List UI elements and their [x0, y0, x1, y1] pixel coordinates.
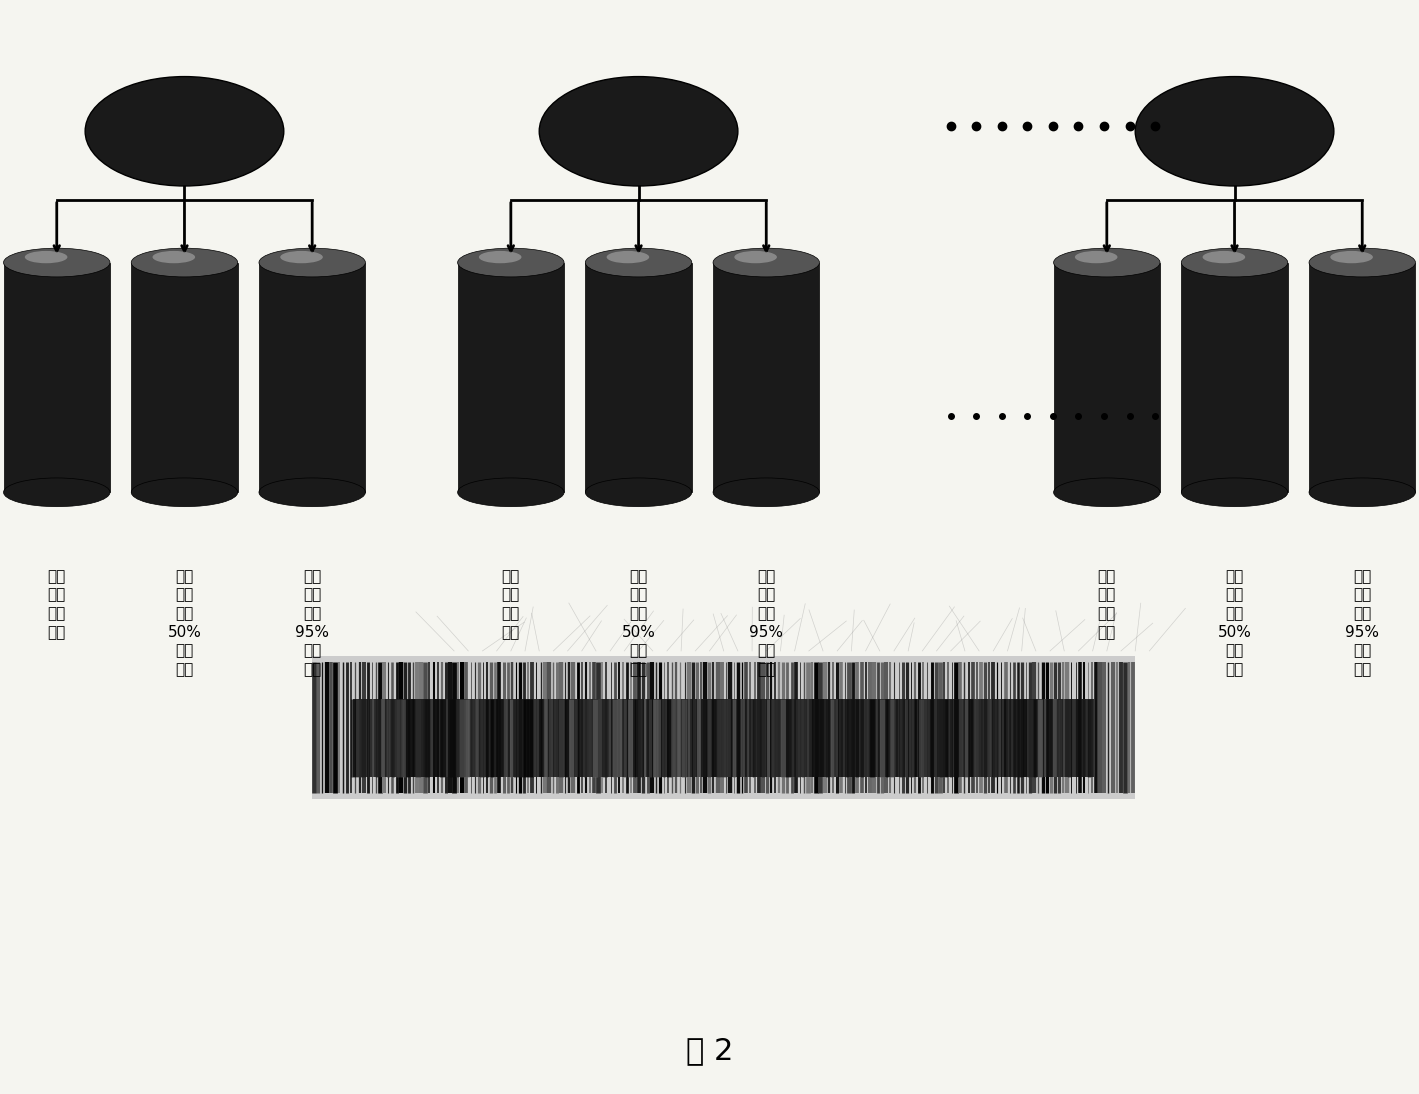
- Bar: [4, 263, 109, 492]
- Text: 图 2: 图 2: [685, 1036, 734, 1064]
- Ellipse shape: [24, 251, 67, 264]
- Bar: [353, 699, 1094, 777]
- Ellipse shape: [1308, 248, 1415, 277]
- Ellipse shape: [1181, 478, 1288, 507]
- Ellipse shape: [152, 251, 194, 264]
- Ellipse shape: [1202, 251, 1246, 264]
- Text: 有机
溶剂
萝取
部分: 有机 溶剂 萝取 部分: [48, 569, 65, 640]
- Bar: [258, 263, 366, 492]
- Text: 水相
大孔
树脂
95%
乙醇
部分: 水相 大孔 树脂 95% 乙醇 部分: [749, 569, 783, 677]
- Bar: [457, 263, 563, 492]
- Text: 水相
大孔
树脂
50%
乙醇
部分: 水相 大孔 树脂 50% 乙醇 部分: [1218, 569, 1252, 677]
- Ellipse shape: [607, 251, 648, 264]
- Ellipse shape: [478, 251, 521, 264]
- Ellipse shape: [1181, 248, 1288, 277]
- Bar: [312, 656, 1135, 799]
- Ellipse shape: [1053, 248, 1161, 277]
- Ellipse shape: [1308, 478, 1415, 507]
- Ellipse shape: [280, 251, 324, 264]
- Bar: [131, 263, 237, 492]
- Text: 有机
溶剂
萝取
部分: 有机 溶剂 萝取 部分: [1098, 569, 1115, 640]
- Ellipse shape: [735, 251, 778, 264]
- Text: 有机
溶剂
萝取
部分: 有机 溶剂 萝取 部分: [502, 569, 519, 640]
- Ellipse shape: [85, 77, 284, 186]
- Ellipse shape: [258, 478, 365, 507]
- Ellipse shape: [712, 478, 819, 507]
- Ellipse shape: [131, 478, 237, 507]
- Ellipse shape: [457, 248, 563, 277]
- Ellipse shape: [3, 248, 109, 277]
- Bar: [1181, 263, 1288, 492]
- Ellipse shape: [539, 77, 738, 186]
- Ellipse shape: [3, 478, 109, 507]
- Text: 水相
大孔
树脂
50%
乙醇
部分: 水相 大孔 树脂 50% 乙醇 部分: [622, 569, 656, 677]
- Ellipse shape: [585, 478, 692, 507]
- Bar: [1308, 263, 1415, 492]
- Ellipse shape: [1135, 77, 1334, 186]
- Ellipse shape: [131, 248, 237, 277]
- Text: 水相
大孔
树脂
95%
乙醇
部分: 水相 大孔 树脂 95% 乙醇 部分: [1345, 569, 1379, 677]
- Ellipse shape: [457, 478, 563, 507]
- Ellipse shape: [1053, 478, 1161, 507]
- Ellipse shape: [1076, 251, 1118, 264]
- Ellipse shape: [258, 248, 365, 277]
- Ellipse shape: [1330, 251, 1374, 264]
- Ellipse shape: [712, 248, 819, 277]
- Bar: [714, 263, 820, 492]
- Text: 水相
大孔
树脂
95%
乙醇
部分: 水相 大孔 树脂 95% 乙醇 部分: [295, 569, 329, 677]
- Ellipse shape: [585, 248, 692, 277]
- Bar: [585, 263, 692, 492]
- Bar: [1053, 263, 1159, 492]
- Text: 水相
大孔
树脂
50%
乙醇
部分: 水相 大孔 树脂 50% 乙醇 部分: [167, 569, 201, 677]
